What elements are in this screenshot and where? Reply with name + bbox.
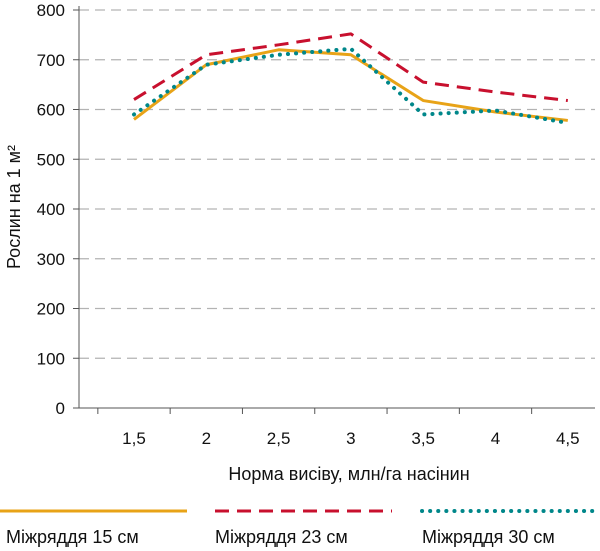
series-line-2 (133, 32, 568, 103)
legend-label-1: Міжряддя 15 см (6, 527, 139, 547)
x-axis-title: Норма висіву, млн/га насінин (228, 464, 469, 484)
x-tick-label: 2,5 (267, 429, 291, 448)
legend-label-2: Міжряддя 23 см (215, 527, 348, 547)
y-tick-label: 0 (56, 399, 65, 418)
x-tick-label: 3,5 (411, 429, 435, 448)
legend-label-3: Міжряддя 30 см (422, 527, 555, 547)
y-tick-label: 100 (37, 349, 65, 368)
series-lines (132, 32, 570, 125)
y-tick-labels: 0 100 200 300 400 500 600 700 800 (37, 1, 65, 418)
axes (73, 6, 595, 414)
x-tick-label: 2 (202, 429, 211, 448)
y-axis-title: Рослин на 1 м² (4, 145, 24, 269)
x-tick-label: 3 (346, 429, 355, 448)
y-tick-label: 700 (37, 51, 65, 70)
x-tick-label: 1,5 (122, 429, 146, 448)
y-tick-label: 600 (37, 101, 65, 120)
x-tick-label: 4 (491, 429, 500, 448)
x-tick-labels: 1,5 2 2,5 3 3,5 4 4,5 (122, 429, 579, 448)
y-tick-label: 500 (37, 150, 65, 169)
y-tick-label: 800 (37, 1, 65, 20)
x-tick-label: 4,5 (556, 429, 580, 448)
grid-lines (79, 9, 595, 359)
y-tick-label: 400 (37, 200, 65, 219)
y-tick-label: 200 (37, 300, 65, 319)
y-tick-label: 300 (37, 250, 65, 269)
legend: Міжряддя 15 см Міжряддя 23 см Міжряддя 30 … (0, 509, 600, 547)
